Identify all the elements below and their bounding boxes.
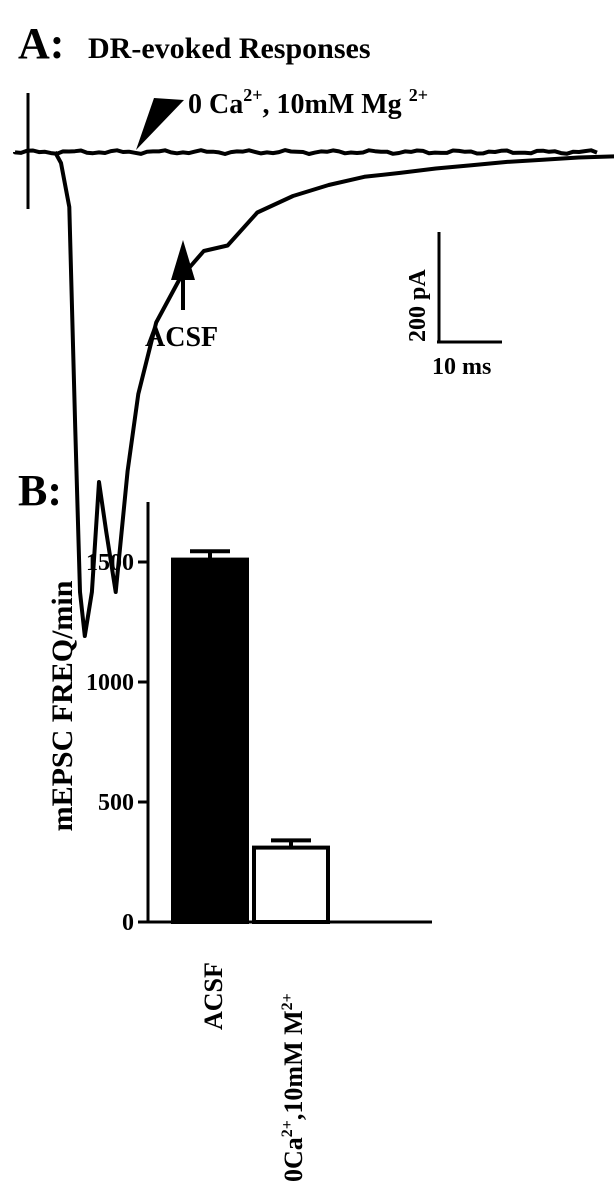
scale-bar-y-label: 200 pA — [405, 269, 431, 342]
mg-condition-label: 0 Ca2+, 10mM Mg 2+ — [188, 85, 428, 120]
arrow-to-acsf-trace — [171, 240, 195, 310]
y-axis-label: mEPSC FREQ/min — [46, 580, 79, 831]
scale-bar-x-label: 10 ms — [432, 354, 491, 380]
category-label-acsf: ACSF — [199, 962, 228, 1030]
y-tick-label: 500 — [98, 790, 134, 816]
bars — [171, 549, 330, 924]
bar-acsf — [171, 557, 249, 924]
bar-0ca-10mm — [252, 845, 330, 924]
acsf-trace-label: ACSF — [145, 322, 218, 353]
panel-b-letter: B: — [18, 466, 62, 515]
arrow-to-mg-trace — [136, 98, 184, 150]
y-tick-label: 0 — [122, 910, 134, 936]
panel-a-letter: A: — [18, 19, 64, 68]
y-ticks: 0 500 1000 1500 — [86, 550, 148, 936]
panel-a-title: DR-evoked Responses — [88, 32, 371, 65]
trace-0ca-10mg — [13, 148, 598, 156]
scale-bar — [437, 232, 502, 344]
y-tick-label: 1000 — [86, 670, 134, 696]
y-tick-label: 1500 — [86, 550, 134, 576]
category-label-0ca-10mm: 0Ca2+,10mM M2+ — [279, 993, 308, 1182]
